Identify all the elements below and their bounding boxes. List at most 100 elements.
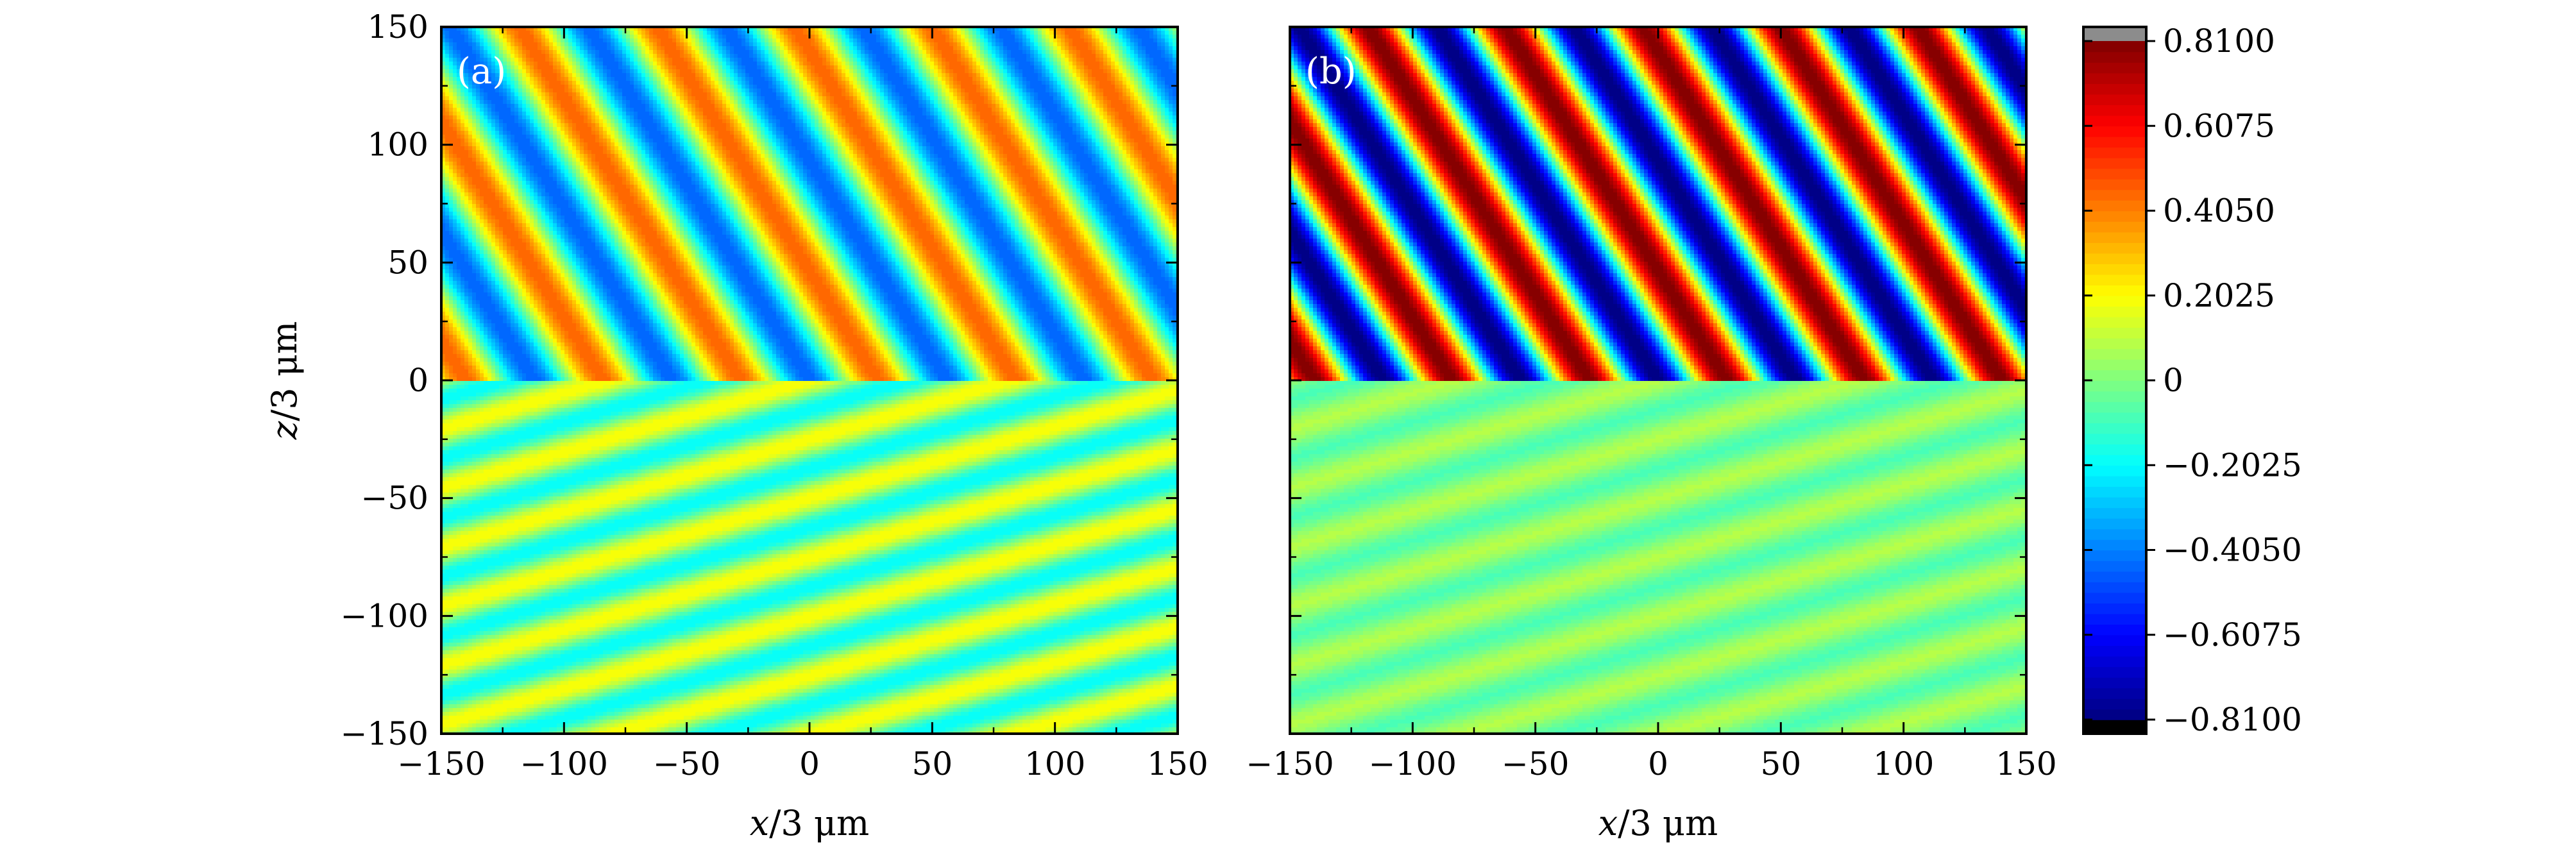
panel-a-cell bbox=[953, 69, 958, 74]
panel-a-cell bbox=[561, 96, 565, 101]
panel-a-cell bbox=[1015, 77, 1019, 81]
panel-a-cell bbox=[534, 62, 538, 66]
panel-a-cell bbox=[1169, 89, 1173, 93]
panel-a-cell bbox=[484, 108, 488, 112]
panel-a-cell bbox=[1034, 69, 1038, 74]
panel-a-cell bbox=[888, 42, 892, 47]
panel-a-cell bbox=[522, 112, 527, 116]
panel-a-cell bbox=[595, 112, 600, 116]
panel-a-cell bbox=[953, 73, 958, 78]
panel-a-cell bbox=[1072, 108, 1077, 112]
panel-a-cell bbox=[996, 65, 1000, 70]
panel-a-cell bbox=[1034, 31, 1038, 35]
panel-a-cell bbox=[1057, 96, 1062, 101]
panel-a-cell bbox=[811, 73, 815, 78]
panel-a-cell bbox=[668, 108, 673, 112]
panel-a-cell bbox=[1007, 77, 1012, 81]
panel-a-cell bbox=[815, 50, 819, 55]
panel-a-cell bbox=[1007, 108, 1012, 112]
panel-a-cell bbox=[622, 96, 627, 101]
panel-a-cell bbox=[487, 119, 492, 124]
panel-a-cell bbox=[892, 104, 896, 108]
panel-a-cell bbox=[503, 112, 507, 116]
panel-a-cell bbox=[722, 54, 727, 58]
panel-a-cell bbox=[672, 50, 677, 55]
panel-a-cell bbox=[507, 38, 511, 43]
panel-a-cell bbox=[545, 46, 550, 51]
panel-a-cell bbox=[480, 38, 484, 43]
panel-a-cell bbox=[1107, 50, 1112, 55]
panel-a-cell bbox=[1061, 85, 1065, 89]
panel-a-cell bbox=[541, 62, 546, 66]
panel-a-cell bbox=[1084, 42, 1089, 47]
panel-a-cell bbox=[1003, 81, 1008, 85]
panel-a-cell bbox=[665, 81, 669, 85]
panel-a-cell bbox=[1057, 115, 1062, 120]
panel-a-cell bbox=[942, 108, 946, 112]
panel-a-cell bbox=[1115, 89, 1119, 93]
panel-a-cell bbox=[1123, 115, 1127, 120]
panel-a-cell bbox=[1149, 58, 1154, 62]
panel-a-cell bbox=[753, 31, 758, 35]
panel-a-cell bbox=[903, 92, 908, 97]
panel-a-cell bbox=[603, 38, 607, 43]
panel-a-cell bbox=[861, 58, 865, 62]
panel-a-cell bbox=[572, 104, 577, 108]
panel-a-cell bbox=[1007, 35, 1012, 39]
panel-a-cell bbox=[969, 35, 973, 39]
panel-a-cell bbox=[741, 104, 746, 108]
panel-a-cell bbox=[1165, 35, 1169, 39]
panel-a-cell bbox=[922, 123, 927, 128]
panel-a-cell bbox=[576, 58, 580, 62]
panel-a-cell bbox=[695, 77, 700, 81]
panel-a-cell bbox=[695, 108, 700, 112]
panel-a-cell bbox=[1022, 50, 1027, 55]
panel-a-cell bbox=[1123, 73, 1127, 78]
panel-a-cell bbox=[822, 42, 827, 47]
panel-a-cell bbox=[976, 58, 981, 62]
panel-a-cell bbox=[1053, 81, 1058, 85]
panel-a-cell bbox=[1049, 108, 1054, 112]
panel-a-cell bbox=[1161, 54, 1165, 58]
panel-a-cell bbox=[561, 100, 565, 105]
panel-a-cell bbox=[1123, 85, 1127, 89]
panel-a-cell bbox=[988, 100, 992, 105]
panel-a-cell bbox=[792, 96, 796, 101]
panel-a-cell bbox=[1103, 89, 1108, 93]
panel-a-cell bbox=[919, 77, 923, 81]
panel-a-cell bbox=[526, 92, 530, 97]
panel-a-cell bbox=[1149, 38, 1154, 43]
panel-a-cell bbox=[614, 77, 619, 81]
panel-a-cell bbox=[1072, 123, 1077, 128]
panel-a-cell bbox=[622, 77, 627, 81]
panel-a-cell bbox=[699, 31, 704, 35]
panel-a-cell bbox=[1130, 85, 1135, 89]
panel-a-cell bbox=[818, 62, 823, 66]
panel-a-cell bbox=[1022, 115, 1027, 120]
panel-a-cell bbox=[726, 50, 731, 55]
panel-a-cell bbox=[1046, 123, 1050, 128]
panel-a-cell bbox=[1123, 58, 1127, 62]
panel-a-cell bbox=[842, 115, 846, 120]
panel-a-cell bbox=[511, 77, 515, 81]
panel-a-cell bbox=[749, 31, 754, 35]
panel-a-cell bbox=[730, 115, 734, 120]
panel-a-cell bbox=[711, 35, 715, 39]
panel-a-cell bbox=[988, 73, 992, 78]
panel-a-cell bbox=[518, 38, 523, 43]
panel-a-cell bbox=[715, 92, 719, 97]
panel-a-cell bbox=[1123, 119, 1127, 124]
panel-a-cell bbox=[514, 104, 519, 108]
panel-a-cell bbox=[715, 81, 719, 85]
panel-a-cell bbox=[842, 65, 846, 70]
panel-a-cell bbox=[838, 96, 842, 101]
panel-a-cell bbox=[745, 35, 750, 39]
panel-a-cell bbox=[557, 69, 561, 74]
panel-a-cell bbox=[638, 42, 642, 47]
panel-a-cell bbox=[568, 123, 573, 128]
panel-a-cell bbox=[1011, 123, 1015, 128]
panel-a-cell bbox=[738, 77, 742, 81]
panel-a-cell bbox=[491, 104, 496, 108]
panel-a-cell bbox=[965, 31, 969, 35]
panel-a-cell bbox=[1080, 50, 1085, 55]
